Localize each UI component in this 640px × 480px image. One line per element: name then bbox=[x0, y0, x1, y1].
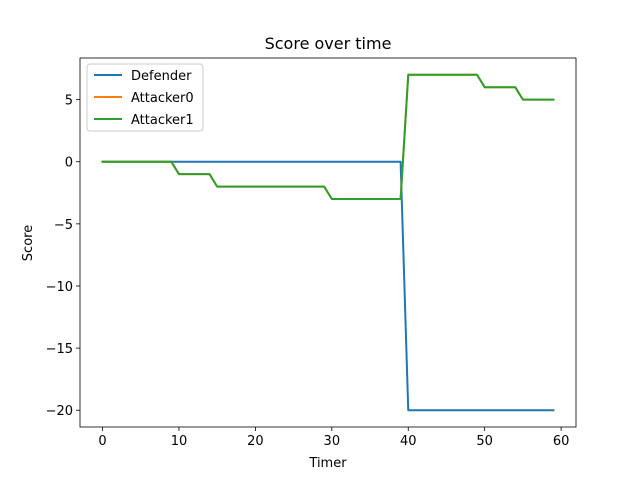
x-tick-label: 50 bbox=[476, 434, 493, 449]
series-line-attacker1 bbox=[101, 73, 555, 201]
x-tick-label: 60 bbox=[553, 434, 570, 449]
y-tick-label: −5 bbox=[54, 218, 73, 233]
legend-label-attacker1: Attacker1 bbox=[131, 113, 194, 128]
legend-box bbox=[86, 63, 204, 132]
series-line-defender bbox=[101, 160, 555, 412]
y-axis-ticks: −20 −15 −10 −5 0 5 bbox=[46, 94, 80, 419]
legend-label-defender: Defender bbox=[131, 69, 192, 84]
y-tick-label: −20 bbox=[46, 404, 73, 419]
x-axis-ticks: 0 10 20 30 40 50 60 bbox=[98, 427, 569, 449]
x-tick-label: 0 bbox=[98, 434, 106, 449]
x-tick-label: 30 bbox=[324, 434, 341, 449]
y-axis-label: Score bbox=[21, 225, 36, 261]
y-tick-label: 5 bbox=[65, 94, 73, 109]
y-tick-label: −15 bbox=[46, 342, 73, 357]
plot-area bbox=[79, 57, 577, 428]
y-tick-label: 0 bbox=[65, 156, 73, 171]
x-tick-label: 20 bbox=[247, 434, 264, 449]
chart-title: Score over time bbox=[265, 34, 392, 53]
plot-frame bbox=[79, 57, 577, 428]
y-tick-label: −10 bbox=[46, 280, 73, 295]
x-tick-label: 40 bbox=[400, 434, 417, 449]
x-axis-label: Timer bbox=[308, 456, 347, 471]
x-tick-label: 10 bbox=[171, 434, 188, 449]
legend: Defender Attacker0 Attacker1 bbox=[86, 63, 204, 132]
legend-label-attacker0: Attacker0 bbox=[131, 91, 194, 106]
series-layer bbox=[101, 73, 555, 412]
